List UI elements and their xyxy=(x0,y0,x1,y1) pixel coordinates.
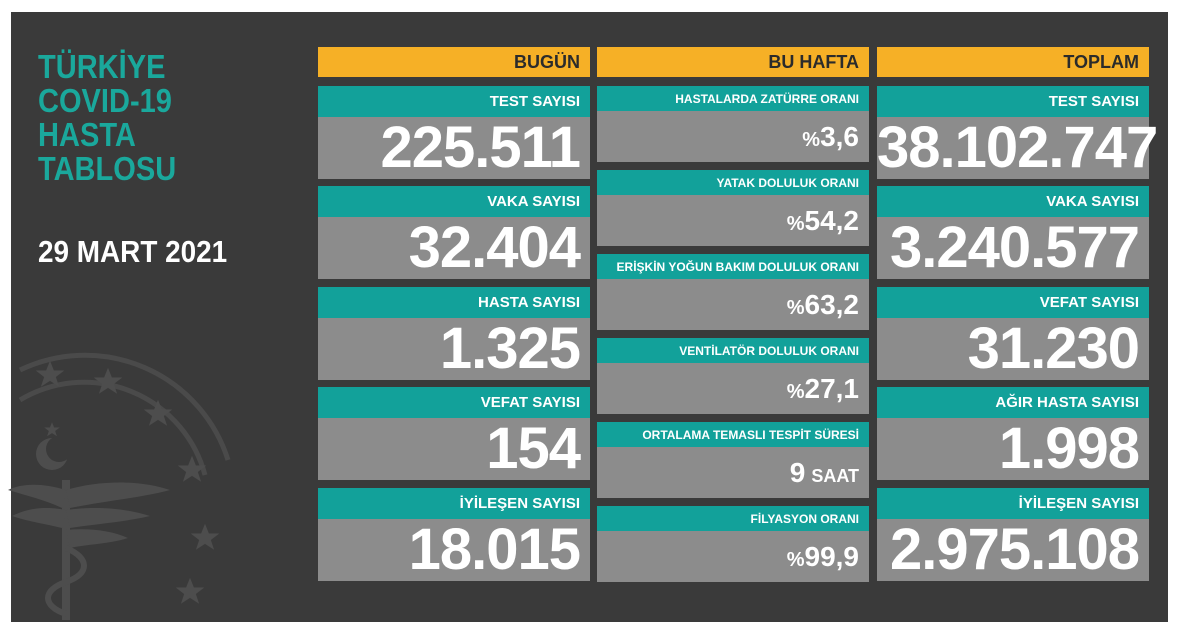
stat-label: VEFAT SAYISI xyxy=(318,387,590,418)
rate-value: %3,6 xyxy=(597,111,869,162)
rate-label: HASTALARDA ZATÜRRE ORANI xyxy=(597,86,869,111)
rate-label: ERİŞKİN YOĞUN BAKIM DOLULUK ORANI xyxy=(597,254,869,279)
stat-value: 1.325 xyxy=(318,318,590,380)
column-total: TOPLAM TEST SAYISI 38.102.747 VAKA SAYIS… xyxy=(877,47,1158,581)
rate-card: ERİŞKİN YOĞUN BAKIM DOLULUK ORANI %63,2 xyxy=(597,254,869,330)
rate-card: HASTALARDA ZATÜRRE ORANI %3,6 xyxy=(597,86,869,162)
stat-label: TEST SAYISI xyxy=(877,86,1149,117)
column-header-total: TOPLAM xyxy=(877,47,1149,77)
rate-card: VENTİLATÖR DOLULUK ORANI %27,1 xyxy=(597,338,869,414)
stat-label: TEST SAYISI xyxy=(318,86,590,117)
stat-value: 225.511 xyxy=(318,117,590,179)
rate-number: 3,6 xyxy=(820,121,859,152)
title-line: COVID-19 xyxy=(38,82,172,119)
stat-card: VAKA SAYISI 32.404 xyxy=(318,186,590,279)
column-today: BUGÜN TEST SAYISI 225.511 VAKA SAYISI 32… xyxy=(318,47,590,581)
rate-value: %63,2 xyxy=(597,279,869,330)
stat-value: 32.404 xyxy=(318,217,590,279)
title-line: TABLOSU xyxy=(38,150,177,187)
stat-value: 31.230 xyxy=(877,318,1149,380)
rate-number: 9 xyxy=(789,457,806,488)
percent-sign: % xyxy=(786,381,805,403)
stat-label: VAKA SAYISI xyxy=(318,186,590,217)
rate-card: ORTALAMA TEMASLI TESPİT SÜRESİ 9 SAAT xyxy=(597,422,869,498)
stat-label: HASTA SAYISI xyxy=(318,287,590,318)
percent-sign: % xyxy=(786,297,805,319)
rate-label: FİLYASYON ORANI xyxy=(597,506,869,531)
stat-value: 38.102.747 xyxy=(877,115,1158,180)
percent-sign: % xyxy=(786,549,805,571)
column-header-today: BUGÜN xyxy=(318,47,590,77)
rate-number: 63,2 xyxy=(804,289,860,320)
rate-value: %27,1 xyxy=(597,363,869,414)
stat-card: VAKA SAYISI 3.240.577 xyxy=(877,186,1149,279)
title-line: TÜRKİYE xyxy=(38,48,166,85)
stat-card: VEFAT SAYISI 154 xyxy=(318,387,590,480)
page-title: TÜRKİYE COVID-19 HASTA TABLOSU xyxy=(38,50,176,186)
rate-value: %99,9 xyxy=(597,531,869,582)
rate-number: 27,1 xyxy=(804,373,860,404)
stat-label: VAKA SAYISI xyxy=(877,186,1149,217)
stat-value: 2.975.108 xyxy=(877,519,1149,581)
rate-number: 99,9 xyxy=(804,541,860,572)
stat-card: İYİLEŞEN SAYISI 2.975.108 xyxy=(877,488,1149,581)
column-week: BU HAFTA HASTALARDA ZATÜRRE ORANI %3,6 Y… xyxy=(597,47,869,582)
rate-value: %54,2 xyxy=(597,195,869,246)
stat-label: İYİLEŞEN SAYISI xyxy=(318,488,590,519)
stat-card: HASTA SAYISI 1.325 xyxy=(318,287,590,380)
stat-value: 3.240.577 xyxy=(877,217,1149,279)
stat-label: AĞIR HASTA SAYISI xyxy=(877,387,1149,418)
time-unit: SAAT xyxy=(811,466,859,486)
report-date: 29 MART 2021 xyxy=(38,234,228,269)
rate-card: FİLYASYON ORANI %99,9 xyxy=(597,506,869,582)
stat-label: İYİLEŞEN SAYISI xyxy=(877,488,1149,519)
stat-card: VEFAT SAYISI 31.230 xyxy=(877,287,1149,380)
stat-value: 18.015 xyxy=(318,519,590,581)
stat-value: 154 xyxy=(318,418,590,480)
stat-card: AĞIR HASTA SAYISI 1.998 xyxy=(877,387,1149,480)
rate-value: 9 SAAT xyxy=(597,447,869,498)
rate-label: YATAK DOLULUK ORANI xyxy=(597,170,869,195)
title-line: HASTA xyxy=(38,116,136,153)
ministry-of-health-emblem-icon xyxy=(8,352,231,620)
rate-number: 54,2 xyxy=(804,205,860,236)
percent-sign: % xyxy=(786,213,805,235)
stat-card: TEST SAYISI 38.102.747 xyxy=(877,86,1158,180)
percent-sign: % xyxy=(802,129,821,151)
stat-label: VEFAT SAYISI xyxy=(877,287,1149,318)
column-header-week: BU HAFTA xyxy=(597,47,869,77)
stat-value: 1.998 xyxy=(877,418,1149,480)
rate-card: YATAK DOLULUK ORANI %54,2 xyxy=(597,170,869,246)
rate-label: VENTİLATÖR DOLULUK ORANI xyxy=(597,338,869,363)
rate-label: ORTALAMA TEMASLI TESPİT SÜRESİ xyxy=(597,422,869,447)
stat-card: İYİLEŞEN SAYISI 18.015 xyxy=(318,488,590,581)
stat-card: TEST SAYISI 225.511 xyxy=(318,86,590,179)
